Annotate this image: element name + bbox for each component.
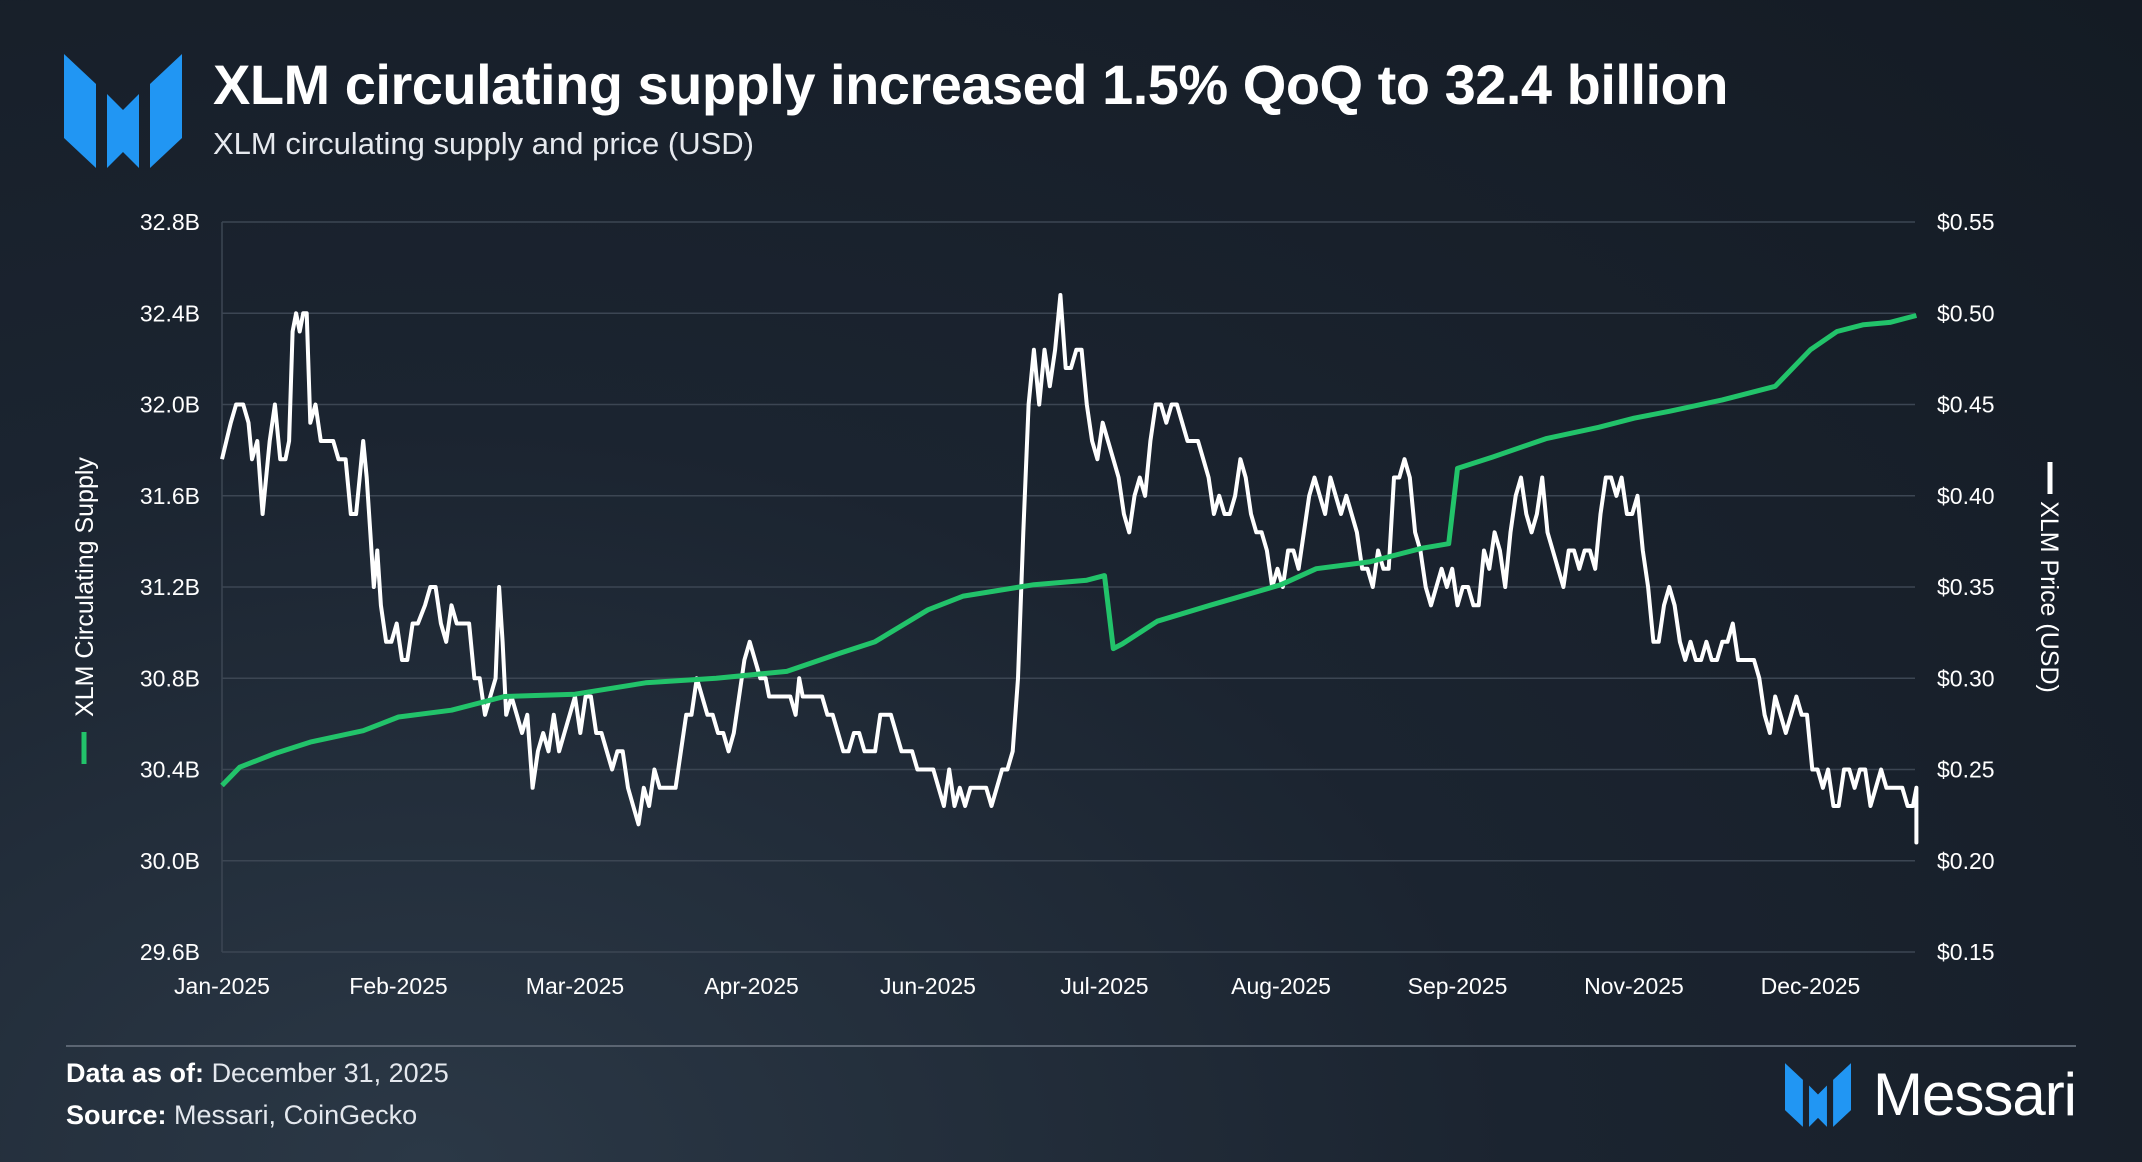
data-as-of: Data as of: December 31, 2025	[66, 1058, 449, 1089]
y-left-tick-label: 29.6B	[140, 939, 200, 965]
y-right-tick-label: $0.20	[1937, 848, 1995, 874]
y-left-tick-label: 31.2B	[140, 574, 200, 600]
source: Source: Messari, CoinGecko	[66, 1100, 417, 1131]
y-right-tick-label: $0.55	[1937, 209, 1995, 235]
x-tick-label: Aug-2025	[1231, 973, 1331, 999]
y-left-tick-label: 30.0B	[140, 848, 200, 874]
x-tick-label: Mar-2025	[526, 973, 624, 999]
y-right-tick-label: $0.50	[1937, 300, 1995, 326]
data-as-of-value: December 31, 2025	[211, 1058, 449, 1088]
y-left-axis-title: XLM Circulating Supply	[71, 457, 99, 717]
y-right-tick-label: $0.35	[1937, 574, 1995, 600]
series-line-xlm-price	[220, 293, 1919, 845]
x-tick-label: Jul-2025	[1060, 973, 1148, 999]
y-right-tick-label: $0.45	[1937, 392, 1995, 418]
page-subtitle: XLM circulating supply and price (USD)	[213, 126, 754, 161]
x-tick-label: Nov-2025	[1584, 973, 1684, 999]
y-right-tick-label: $0.25	[1937, 757, 1995, 783]
y-right-tick-label: $0.30	[1937, 665, 1995, 691]
source-value: Messari, CoinGecko	[174, 1100, 418, 1130]
messari-brand-icon	[1784, 1062, 1851, 1127]
series-line-xlm-supply	[220, 313, 1918, 788]
x-tick-label: Jan-2025	[174, 973, 270, 999]
data-as-of-label: Data as of:	[66, 1058, 205, 1088]
y-left-tick-label: 30.8B	[140, 665, 200, 691]
y-left-tick-label: 32.8B	[140, 209, 200, 235]
y-left-tick-label: 31.6B	[140, 483, 200, 509]
page-title: XLM circulating supply increased 1.5% Qo…	[213, 53, 1728, 116]
source-label: Source:	[66, 1100, 167, 1130]
y-left-tick-label: 32.4B	[140, 300, 200, 326]
x-tick-label: Apr-2025	[704, 973, 799, 999]
y-left-tick-label: 30.4B	[140, 757, 200, 783]
y-right-tick-label: $0.15	[1937, 939, 1995, 965]
y-right-tick-label: $0.40	[1937, 483, 1995, 509]
x-tick-label: Feb-2025	[349, 973, 447, 999]
x-tick-label: Jun-2025	[880, 973, 976, 999]
brand-name: Messari	[1872, 1061, 2077, 1128]
x-tick-label: Sep-2025	[1408, 973, 1508, 999]
messari-logo-icon	[64, 54, 182, 168]
brand: Messari	[1784, 1060, 2077, 1129]
y-right-axis-title: XLM Price (USD)	[2035, 501, 2063, 693]
x-tick-label: Dec-2025	[1761, 973, 1861, 999]
footer-divider	[66, 1045, 2076, 1047]
y-left-tick-label: 32.0B	[140, 392, 200, 418]
